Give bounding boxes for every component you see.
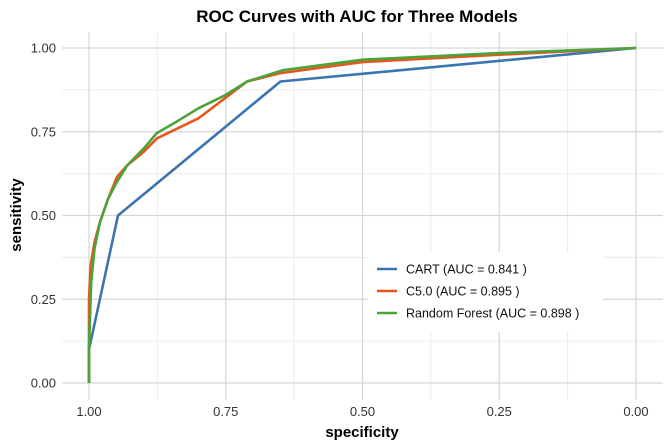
- y-tick-label: 1.00: [31, 41, 56, 56]
- x-tick-label: 0.50: [350, 404, 375, 419]
- x-tick-label: 1.00: [76, 404, 101, 419]
- legend: CART (AUC = 0.841 ) C5.0 (AUC = 0.895 ) Ra…: [368, 252, 603, 332]
- legend-label: Random Forest (AUC = 0.898 ): [406, 307, 579, 321]
- x-axis-label: specificity: [325, 424, 399, 441]
- y-tick-label: 0.75: [31, 124, 56, 139]
- y-tick-label: 0.00: [31, 376, 56, 391]
- x-tick-label: 0.75: [213, 404, 238, 419]
- x-tick-label: 0.00: [623, 404, 648, 419]
- chart-title: ROC Curves with AUC for Three Models: [196, 7, 517, 26]
- y-tick-label: 0.50: [31, 208, 56, 223]
- y-axis-label: sensitivity: [8, 178, 25, 252]
- legend-label: CART (AUC = 0.841 ): [406, 263, 527, 277]
- legend-label: C5.0 (AUC = 0.895 ): [406, 285, 520, 299]
- roc-line-2: [87, 46, 637, 383]
- y-tick-label: 0.25: [31, 292, 56, 307]
- x-tick-label: 0.25: [487, 404, 512, 419]
